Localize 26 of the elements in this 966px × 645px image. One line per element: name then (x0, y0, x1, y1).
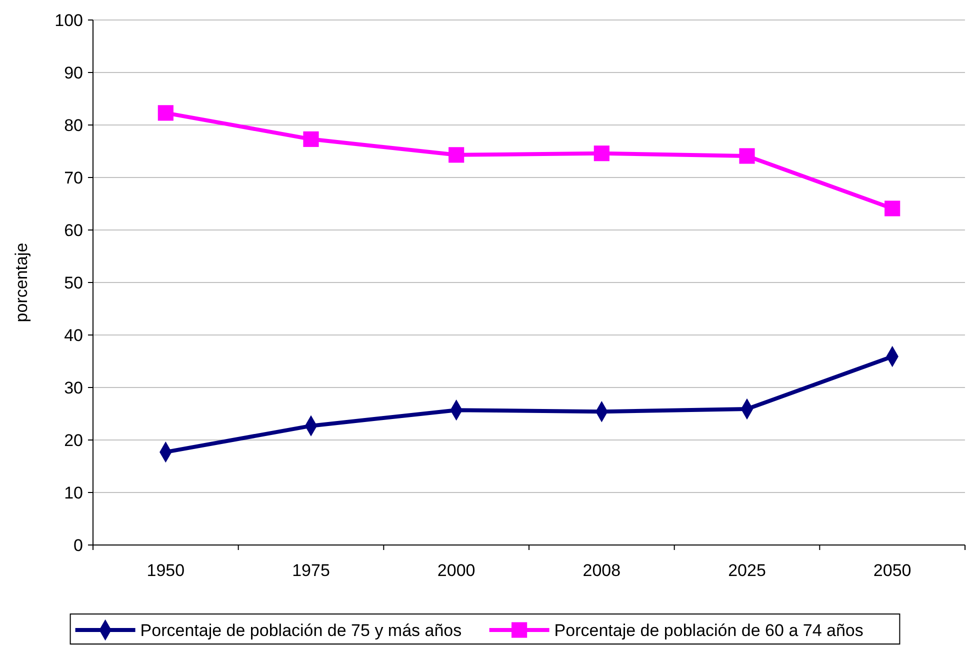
y-tick-label: 30 (64, 378, 83, 398)
y-tick-label: 20 (64, 430, 83, 450)
point (884, 200, 900, 216)
y-tick-label: 0 (74, 536, 83, 555)
x-tick-label: 2008 (582, 561, 621, 580)
y-tick-label: 80 (64, 116, 83, 135)
legend-label: Porcentaje de población de 75 y más años (140, 620, 462, 640)
x-tick-label: 2025 (728, 561, 766, 580)
point (448, 147, 464, 163)
y-tick-label: 70 (64, 168, 83, 188)
y-tick-label: 60 (64, 220, 83, 240)
point (303, 131, 319, 147)
y-tick-label: 40 (64, 326, 83, 345)
point (594, 146, 610, 162)
y-tick-label: 10 (64, 483, 83, 502)
x-tick-label: 1975 (292, 561, 330, 580)
point (158, 105, 174, 121)
y-tick-label: 100 (54, 10, 83, 30)
y-axis-title: porcentaje (12, 242, 31, 322)
x-tick-label: 1950 (146, 561, 185, 580)
y-tick-label: 50 (64, 273, 83, 292)
x-tick-label: 2050 (873, 561, 912, 580)
legend-label: Porcentaje de población de 60 a 74 años (554, 620, 864, 640)
point (739, 148, 755, 164)
x-tick-label: 2000 (437, 561, 476, 580)
y-tick-label: 90 (64, 63, 83, 82)
